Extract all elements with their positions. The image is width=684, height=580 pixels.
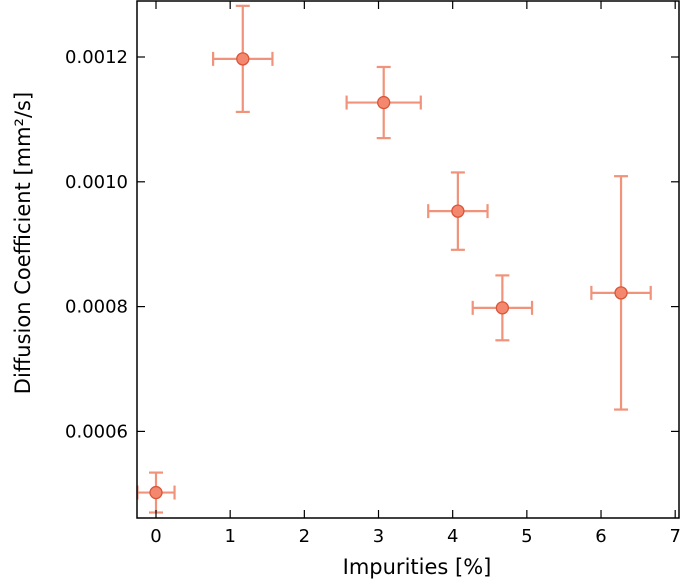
marker-layer <box>149 52 628 500</box>
data-point <box>236 52 250 66</box>
data-point <box>451 204 465 218</box>
x-tick-label: 0 <box>150 526 161 547</box>
x-tick-label: 2 <box>299 526 310 547</box>
errorbar-layer <box>136 4 652 514</box>
data-point <box>377 95 391 110</box>
y-tick-label: 0.0008 <box>65 297 128 318</box>
y-tick-label: 0.0012 <box>65 47 128 68</box>
y-tick-label: 0.0010 <box>65 172 128 193</box>
data-point <box>614 286 628 300</box>
x-tick-label: 3 <box>373 526 384 547</box>
x-tick-label: 5 <box>521 526 532 547</box>
plot-frame <box>136 0 680 519</box>
y-axis-ticks: 0.0006 0.0008 0.0010 0.0012 <box>65 47 679 442</box>
x-axis-label: Impurities [%] <box>343 555 492 579</box>
y-axis-label: Diffusion Coefficient [mm²/s] <box>11 92 35 394</box>
x-axis-ticks: 0 1 2 3 4 5 6 7 <box>150 1 681 547</box>
x-tick-label: 4 <box>447 526 458 547</box>
x-tick-label: 1 <box>224 526 235 547</box>
x-tick-label: 6 <box>595 526 606 547</box>
x-tick-label: 7 <box>669 526 680 547</box>
data-point <box>495 301 510 315</box>
data-point <box>149 485 163 500</box>
y-tick-label: 0.0006 <box>65 421 128 442</box>
